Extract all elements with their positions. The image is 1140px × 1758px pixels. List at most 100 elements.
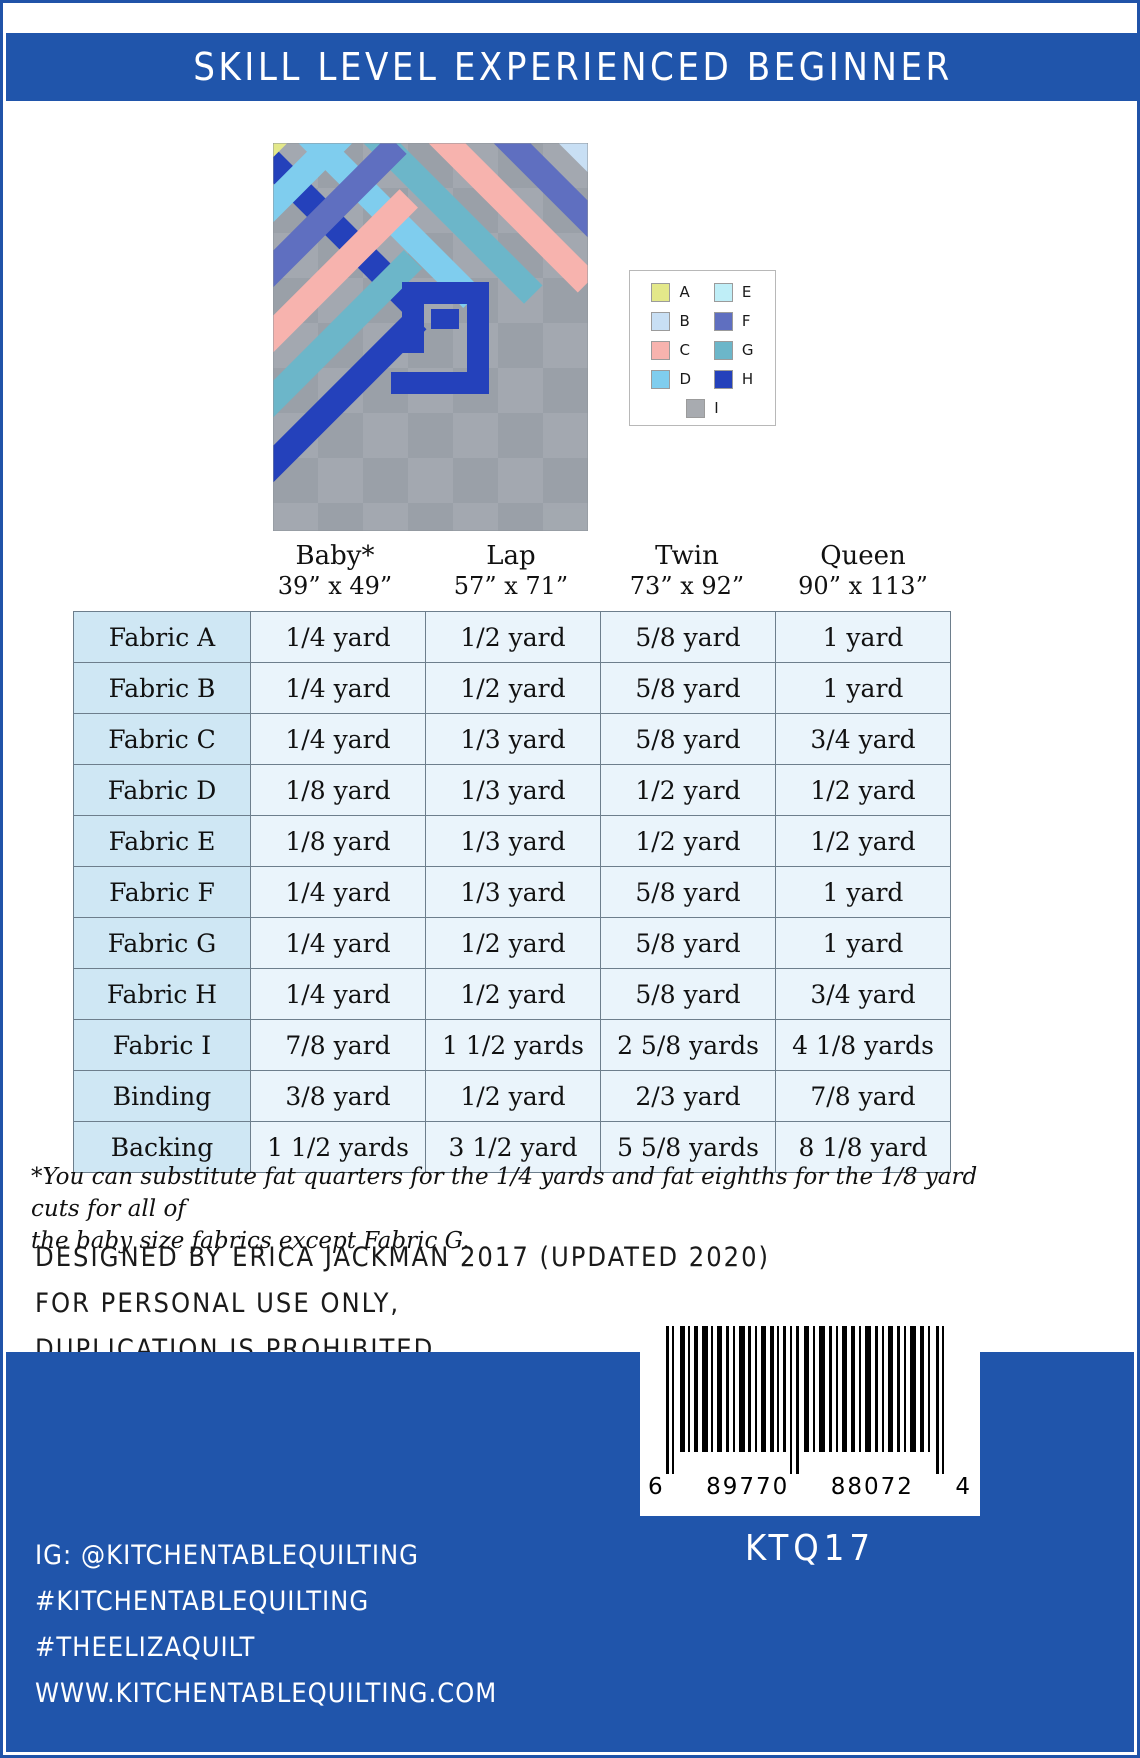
quilt-diagram-svg <box>273 143 588 531</box>
cell-twin: 2/3 yard <box>600 1070 776 1122</box>
table-row: Fabric H 1/4 yard 1/2 yard 5/8 yard 3/4 … <box>73 968 951 1020</box>
swatch-g-icon <box>713 340 733 360</box>
cell-lap: 1/2 yard <box>425 1070 601 1122</box>
credits-block: DESIGNED BY ERICA JACKMAN 2017 (UPDATED … <box>35 1235 915 1373</box>
cell-twin: 5/8 yard <box>600 713 776 765</box>
social-block: IG: @KITCHENTABLEQUILTING #KITCHENTABLEQ… <box>35 1533 655 1717</box>
row-label: Binding <box>73 1070 251 1122</box>
legend-column-left: A B C D <box>651 281 691 390</box>
row-label: Fabric A <box>73 611 251 663</box>
credit-designer: DESIGNED BY ERICA JACKMAN 2017 (UPDATED … <box>35 1242 771 1273</box>
fabric-legend: A B C D E <box>629 270 776 426</box>
cell-queen: 3/4 yard <box>775 713 951 765</box>
swatch-a-icon <box>651 282 671 302</box>
swatch-d-icon <box>651 369 671 389</box>
footnote-line-1: *You can substitute fat quarters for the… <box>31 1164 978 1222</box>
size-name-lap: Lap <box>486 541 536 571</box>
table-row: Fabric F 1/4 yard 1/3 yard 5/8 yard 1 ya… <box>73 866 951 918</box>
swatch-b-icon <box>651 311 671 331</box>
legend-label-e: E <box>741 283 752 301</box>
cell-queen: 1/2 yard <box>775 764 951 816</box>
legend-item-b: B <box>651 310 691 332</box>
table-row: Fabric C 1/4 yard 1/3 yard 5/8 yard 3/4 … <box>73 713 951 765</box>
swatch-h-icon <box>713 369 733 389</box>
yardage-table: Fabric A 1/4 yard 1/2 yard 5/8 yard 1 ya… <box>73 611 951 1173</box>
cell-queen: 4 1/8 yards <box>775 1019 951 1071</box>
cell-lap: 1/2 yard <box>425 917 601 969</box>
size-dimensions-lap: 57” x 71” <box>453 572 569 600</box>
cell-lap: 1/3 yard <box>425 815 601 867</box>
barcode-bars-icon <box>648 1322 972 1474</box>
table-row: Fabric B 1/4 yard 1/2 yard 5/8 yard 1 ya… <box>73 662 951 714</box>
cell-lap: 1/2 yard <box>425 662 601 714</box>
row-label: Fabric B <box>73 662 251 714</box>
quilt-illustration <box>273 143 588 531</box>
legend-label-a: A <box>679 283 690 301</box>
cell-baby: 1/4 yard <box>250 917 426 969</box>
legend-label-i: I <box>714 399 719 417</box>
row-label: Fabric E <box>73 815 251 867</box>
cell-baby: 1/4 yard <box>250 713 426 765</box>
cell-baby: 1/8 yard <box>250 815 426 867</box>
size-dimensions-queen: 90” x 113” <box>798 572 928 600</box>
cell-twin: 2 5/8 yards <box>600 1019 776 1071</box>
footnote: *You can substitute fat quarters for the… <box>31 1161 1006 1257</box>
row-label: Fabric I <box>73 1019 251 1071</box>
table-row: Fabric G 1/4 yard 1/2 yard 5/8 yard 1 ya… <box>73 917 951 969</box>
cell-baby: 1/4 yard <box>250 968 426 1020</box>
cell-queen: 1 yard <box>775 866 951 918</box>
cell-baby: 1 1/2 yards <box>250 1121 426 1173</box>
legend-label-f: F <box>741 312 751 330</box>
cell-lap: 1/3 yard <box>425 713 601 765</box>
social-hashtag-quilt[interactable]: #THEELIZAQUILT <box>35 1632 256 1663</box>
legend-label-g: G <box>741 341 754 359</box>
cell-twin: 5/8 yard <box>600 968 776 1020</box>
size-header-lap: Lap 57” x 71” <box>423 541 599 601</box>
cell-queen: 8 1/8 yard <box>775 1121 951 1173</box>
social-website[interactable]: WWW.KITCHENTABLEQUILTING.COM <box>35 1678 498 1709</box>
size-dimensions-twin: 73” x 92” <box>629 572 745 600</box>
size-header-queen: Queen 90” x 113” <box>775 541 951 601</box>
cell-twin: 5/8 yard <box>600 662 776 714</box>
legend-label-c: C <box>679 341 690 359</box>
barcode-digits: 6 89770 88072 4 <box>640 1474 980 1500</box>
table-row: Binding 3/8 yard 1/2 yard 2/3 yard 7/8 y… <box>73 1070 951 1122</box>
size-name-queen: Queen <box>820 541 906 571</box>
cell-twin: 5/8 yard <box>600 866 776 918</box>
cell-baby: 1/8 yard <box>250 764 426 816</box>
row-label: Fabric C <box>73 713 251 765</box>
legend-item-i: I <box>686 397 719 419</box>
size-header-baby: Baby* 39” x 49” <box>247 541 423 601</box>
cell-baby: 3/8 yard <box>250 1070 426 1122</box>
barcode-digit-left: 6 <box>648 1474 665 1500</box>
legend-item-a: A <box>651 281 691 303</box>
cell-baby: 1/4 yard <box>250 611 426 663</box>
cell-queen: 3/4 yard <box>775 968 951 1020</box>
cell-queen: 1/2 yard <box>775 815 951 867</box>
size-dimensions-baby: 39” x 49” <box>277 572 393 600</box>
swatch-e-icon <box>713 282 733 302</box>
table-row: Fabric E 1/8 yard 1/3 yard 1/2 yard 1/2 … <box>73 815 951 867</box>
cell-queen: 7/8 yard <box>775 1070 951 1122</box>
legend-item-g: G <box>713 339 754 361</box>
legend-item-c: C <box>651 339 691 361</box>
legend-item-d: D <box>651 368 691 390</box>
legend-item-e: E <box>713 281 754 303</box>
cell-queen: 1 yard <box>775 611 951 663</box>
social-instagram[interactable]: IG: @KITCHENTABLEQUILTING <box>35 1540 420 1571</box>
cell-lap: 3 1/2 yard <box>425 1121 601 1173</box>
row-label: Fabric H <box>73 968 251 1020</box>
social-hashtag-brand[interactable]: #KITCHENTABLEQUILTING <box>35 1586 370 1617</box>
barcode-group-1: 89770 <box>706 1474 790 1500</box>
row-label: Fabric D <box>73 764 251 816</box>
size-headers-row: Baby* 39” x 49” Lap 57” x 71” Twin 73” x… <box>73 541 951 601</box>
table-row: Fabric I 7/8 yard 1 1/2 yards 2 5/8 yard… <box>73 1019 951 1071</box>
cell-twin: 1/2 yard <box>600 815 776 867</box>
skill-level-banner: SKILL LEVEL EXPERIENCED BEGINNER <box>6 33 1140 101</box>
cell-lap: 1/3 yard <box>425 866 601 918</box>
swatch-c-icon <box>651 340 671 360</box>
cell-lap: 1 1/2 yards <box>425 1019 601 1071</box>
barcode: 6 89770 88072 4 <box>640 1316 980 1516</box>
cell-twin: 1/2 yard <box>600 764 776 816</box>
